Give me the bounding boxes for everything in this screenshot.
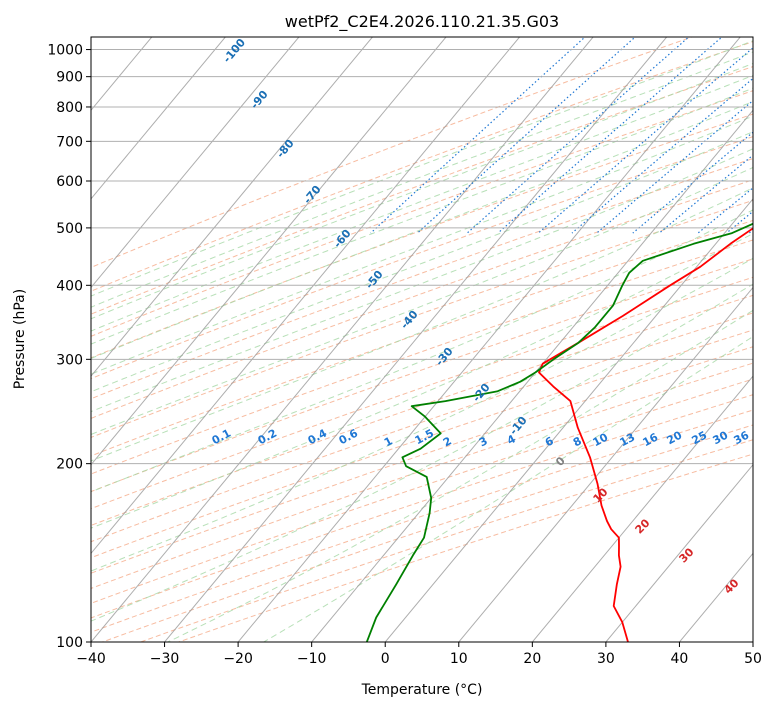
x-tick-label: −30 [150,651,180,667]
x-tick-label: 50 [744,651,762,667]
isotherm-line [237,37,741,642]
dry-adiabat-line [91,41,753,292]
y-tick-label: 200 [56,457,83,473]
temperature-profile-line [538,227,753,642]
isotherm-line [163,37,668,642]
y-tick-label: 900 [56,70,83,86]
isotherm-line [91,37,521,555]
mixing-ratio-label: 30 [711,428,731,447]
x-tick-label: 30 [597,651,615,667]
dry-adiabat-line [91,312,753,543]
dry-adiabat-line [91,199,753,438]
y-tick-label: 1000 [47,43,83,59]
moist-adiabat-line [262,335,753,642]
isotherm-line [91,37,300,289]
mixing-ratio-label: 36 [732,428,752,447]
dry-adiabat-line [91,258,753,493]
isotherm-line [605,463,753,642]
moist-adiabat-line [91,40,753,297]
moist-adiabat-line [91,209,753,493]
y-tick-label: 400 [56,278,83,294]
mixing-ratio-label: 25 [690,429,710,448]
data-series [365,222,753,642]
x-tick-label: −20 [223,651,253,667]
x-tick-label: 40 [671,651,689,667]
moist-adiabat-line [91,283,753,622]
y-tick-label: 500 [56,221,83,237]
mixing-ratio-line [538,47,753,234]
x-tick-label: −10 [297,651,327,667]
mixing-ratio-line [416,37,637,234]
mixing-ratio-label: 10 [591,430,611,449]
mixing-ratio-label: 13 [618,431,638,450]
x-tick-label: 10 [450,651,468,667]
moist-adiabat-line [91,148,753,413]
isotherm-line [531,375,753,642]
mixing-ratio-label: 20 [665,428,685,447]
moist-adiabat-line [91,257,753,572]
dry-adiabat-line [91,157,753,400]
mixing-ratio-line [466,37,690,234]
mixing-ratio-line [571,77,753,234]
moist-adiabat-line [166,309,753,642]
mixing-ratio-label: 16 [641,430,661,449]
dry-adiabat-line [91,276,753,510]
plot-frame [90,36,754,643]
y-tick-label: 800 [56,100,83,116]
x-tick-label: −40 [76,651,106,667]
plot-background [91,37,753,642]
moist-adiabat-line [91,51,753,308]
y-tick-label: 100 [56,635,83,651]
y-tick-label: 700 [56,134,83,150]
y-tick-label: 600 [56,174,83,190]
moist-adiabat-line [91,115,753,375]
moist-adiabat-line [91,62,753,320]
dewpoint-profile-line [365,222,753,642]
chart-title: wetPf2_C2E4.2026.110.21.35.G03 [285,12,559,32]
y-tick-label: 300 [56,352,83,368]
isotherm-line [91,37,374,377]
x-tick-label: 0 [381,651,390,667]
isotherm-line [91,37,227,200]
dry-adiabat-line [91,66,753,315]
dry-adiabat-line [91,329,753,559]
dry-adiabat-line [91,37,694,269]
isotherm-line [311,109,753,642]
isotherm-line [91,37,447,466]
x-tick-label: 20 [523,651,541,667]
isotherm-line [458,286,753,642]
dry-adiabat-line [91,90,753,337]
background-lines [91,37,753,642]
x-axis-label: Temperature (°C) [361,682,483,698]
axes: −40 −30 −20 −10 0 10 20 30 40 50 100 200 300 400 500 60… [47,43,762,667]
y-axis-label: Pressure (hPa) [12,289,28,389]
isotherm-line [91,37,594,642]
isotherm-line [384,198,753,642]
